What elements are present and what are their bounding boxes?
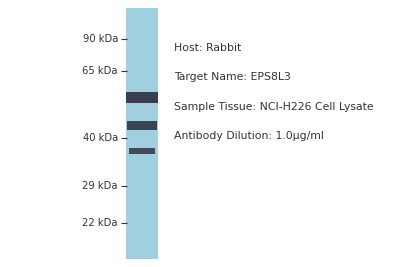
Text: 90 kDa: 90 kDa xyxy=(83,34,118,44)
Text: 22 kDa: 22 kDa xyxy=(82,218,118,228)
Text: 65 kDa: 65 kDa xyxy=(82,66,118,76)
Bar xyxy=(127,121,157,130)
Text: Sample Tissue: NCI-H226 Cell Lysate: Sample Tissue: NCI-H226 Cell Lysate xyxy=(174,102,374,112)
Text: 40 kDa: 40 kDa xyxy=(83,132,118,143)
Text: Host: Rabbit: Host: Rabbit xyxy=(174,43,241,53)
Text: Target Name: EPS8L3: Target Name: EPS8L3 xyxy=(174,72,291,83)
Bar xyxy=(129,147,155,154)
Text: Antibody Dilution: 1.0µg/ml: Antibody Dilution: 1.0µg/ml xyxy=(174,131,324,141)
Bar xyxy=(126,8,158,259)
Bar xyxy=(126,92,158,103)
Text: 29 kDa: 29 kDa xyxy=(82,180,118,191)
